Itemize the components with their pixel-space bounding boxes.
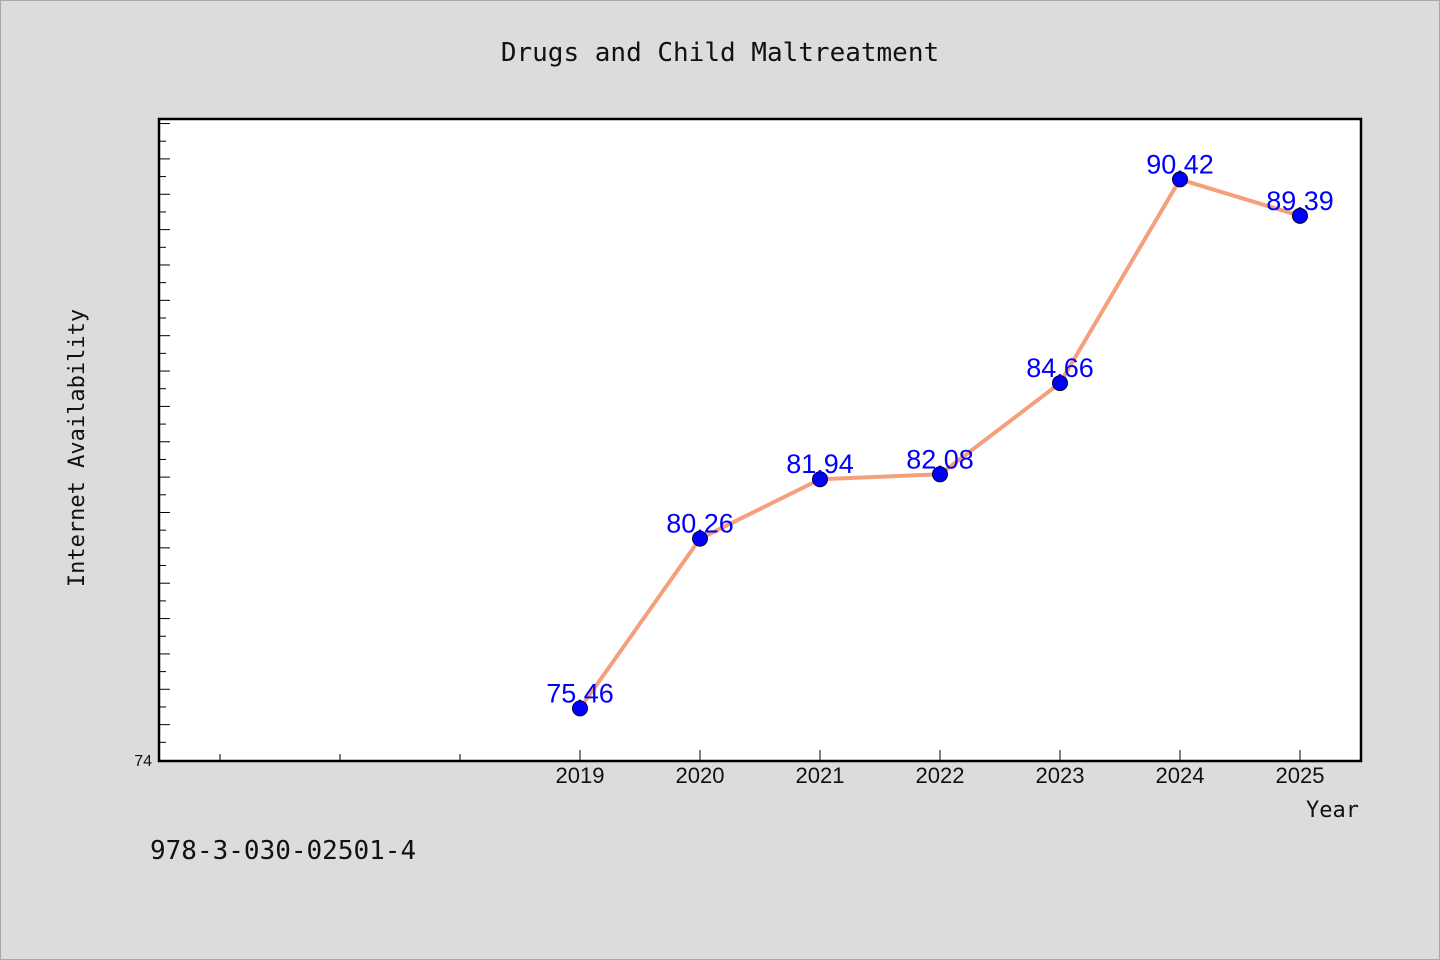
x-tick-label: 2025 [1276,763,1325,788]
data-point [572,700,588,717]
chart-title: Drugs and Child Maltreatment [501,38,939,68]
y-axis-ticks [160,123,170,743]
x-tick-label: 2024 [1156,763,1205,788]
x-tick-label: 2019 [556,763,605,788]
data-point [1172,171,1188,188]
data-point [1052,375,1068,392]
x-tick-label: 2020 [676,763,725,788]
x-axis-tick-labels: 2019 2020 2021 2022 2023 2024 2025 [556,763,1325,788]
x-axis-ticks [219,750,1301,760]
x-tick-label: 2023 [1036,763,1085,788]
y-axis-label: Internet Availability [65,309,90,587]
data-point [1292,207,1308,224]
y-axis-tick-labels: 74 [134,753,152,770]
x-tick-label: 2022 [916,763,965,788]
isbn-footer: 978-3-030-02501-4 [150,836,417,866]
x-axis-label: Year [1306,798,1359,823]
plot-area [157,117,1363,763]
data-point [932,466,948,483]
x-tick-label: 2021 [796,763,845,788]
data-point [692,530,708,547]
data-point [812,471,828,488]
y-tick-label: 74 [134,753,152,770]
